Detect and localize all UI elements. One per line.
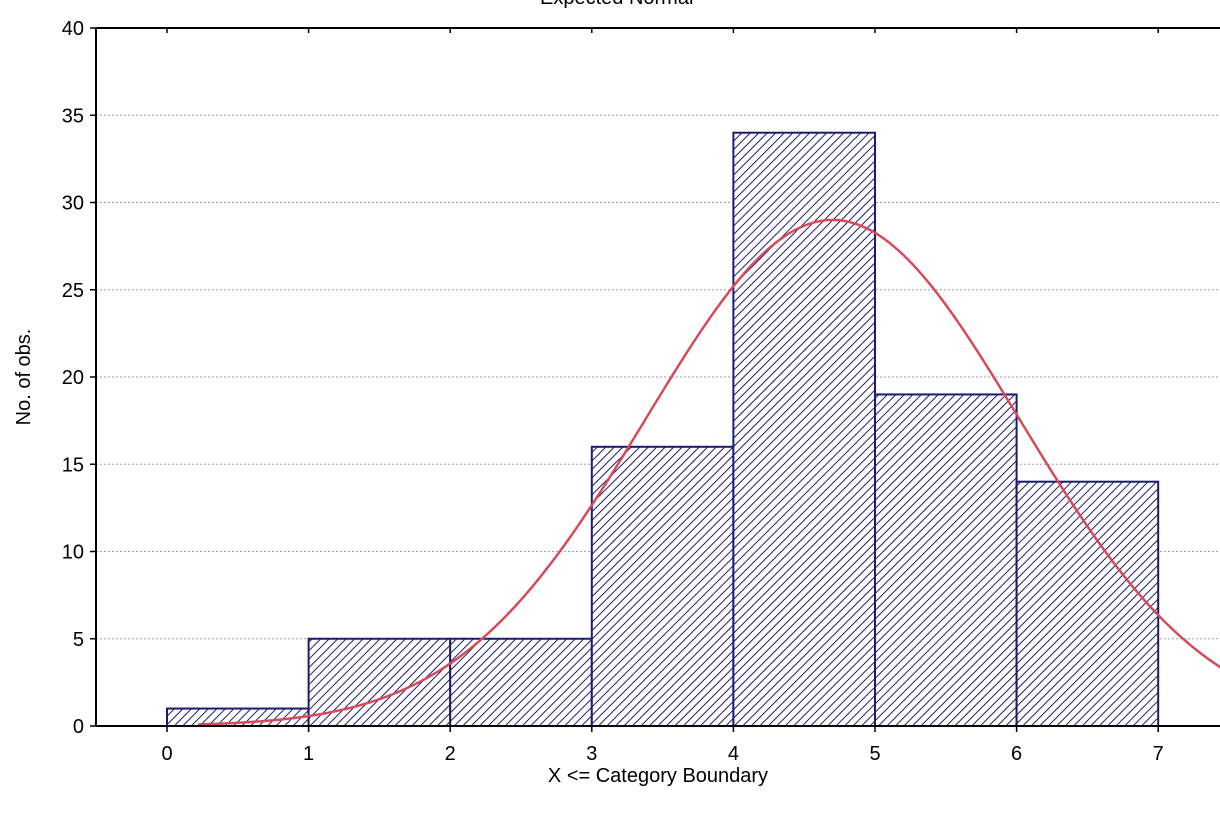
- x-tick-label-5: 5: [869, 743, 880, 765]
- x-tick-label-1: 1: [303, 743, 314, 765]
- x-tick-label-4: 4: [728, 743, 739, 765]
- expected-normal-curve-layer: [198, 218, 1220, 726]
- axes: [90, 27, 1220, 732]
- y-tick-label-15: 15: [62, 454, 84, 476]
- y-tick-label-20: 20: [62, 367, 84, 389]
- x-tick-label-7: 7: [1153, 743, 1164, 765]
- legend-label-expected-normal: Expected Normal: [540, 0, 693, 9]
- x-tick-label-0: 0: [161, 743, 172, 765]
- y-axis-title: No. of obs.: [13, 329, 35, 426]
- y-tick-label-40: 40: [62, 18, 84, 40]
- x-tick-label-2: 2: [445, 743, 456, 765]
- y-tick-label-30: 30: [62, 193, 84, 215]
- histogram-bar-5: [874, 393, 1018, 727]
- y-tick-label-5: 5: [73, 629, 84, 651]
- legend: Expected Normal: [540, 0, 693, 9]
- histogram-bars: [166, 131, 1160, 728]
- y-tick-labels: 0 5 10 15 20 25 30 35 40: [62, 18, 84, 738]
- y-tick-label-25: 25: [62, 280, 84, 302]
- y-tick-label-10: 10: [62, 542, 84, 564]
- histogram-bar-4: [732, 131, 877, 727]
- x-tick-label-3: 3: [586, 743, 597, 765]
- y-tick-label-0: 0: [73, 716, 84, 738]
- x-tick-labels: 0 1 2 3 4 5 6 7: [161, 743, 1163, 765]
- x-tick-label-6: 6: [1011, 743, 1022, 765]
- expected-normal-curve: [198, 218, 1220, 726]
- histogram-bar-6: [1015, 480, 1160, 728]
- histogram-bar-3: [590, 445, 735, 727]
- x-axis-title: X <= Category Boundary: [548, 765, 768, 787]
- histogram-bar-2: [449, 637, 593, 727]
- y-tick-label-35: 35: [62, 105, 84, 127]
